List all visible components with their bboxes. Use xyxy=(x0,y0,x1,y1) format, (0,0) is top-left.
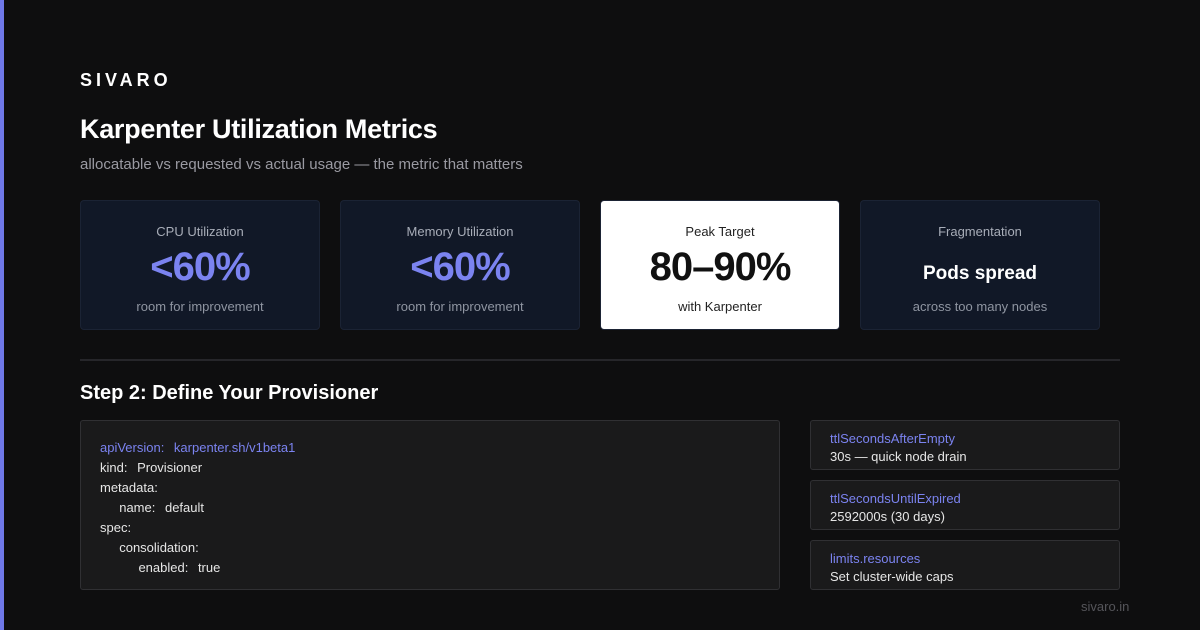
setting-key: ttlSecondsAfterEmpty xyxy=(830,431,955,446)
code-line: consolidation: xyxy=(100,540,199,555)
setting-item: limits.resources Set cluster-wide caps xyxy=(810,540,1120,590)
setting-desc: Set cluster-wide caps xyxy=(830,569,954,584)
card-value: <60% xyxy=(410,245,510,289)
setting-item: ttlSecondsUntilExpired 2592000s (30 days) xyxy=(810,480,1120,530)
card-note: room for improvement xyxy=(136,299,264,314)
setting-key: limits.resources xyxy=(830,551,921,566)
code-line: apiVersion: karpenter.sh/v1beta1 xyxy=(100,440,296,455)
code-block: apiVersion: karpenter.sh/v1beta1 kind: Pr… xyxy=(80,420,780,590)
code-line: name: default xyxy=(100,500,204,515)
footer: sivaro.in xyxy=(1081,599,1130,614)
setting-key: ttlSecondsUntilExpired xyxy=(830,491,961,506)
metric-cards: CPU Utilization <60% room for improvement M… xyxy=(80,200,1100,330)
title: Karpenter Utilization Metrics xyxy=(80,114,438,144)
card-label: Fragmentation xyxy=(938,224,1022,239)
brand: SIVARO xyxy=(80,70,172,90)
metric-card: Peak Target 80–90% with Karpenter xyxy=(600,200,840,330)
card-label: CPU Utilization xyxy=(156,224,244,239)
section-title: Step 2: Define Your Provisioner xyxy=(80,382,379,404)
code-line: kind: Provisioner xyxy=(100,460,203,475)
card-label: Peak Target xyxy=(685,224,755,239)
card-value: <60% xyxy=(150,245,250,289)
card-note: with Karpenter xyxy=(678,299,762,314)
settings-list: ttlSecondsAfterEmpty 30s — quick node dra… xyxy=(810,420,1120,600)
subtitle: allocatable vs requested vs actual usage… xyxy=(80,156,523,173)
card-label: Memory Utilization xyxy=(406,224,514,239)
setting-desc: 2592000s (30 days) xyxy=(830,509,945,524)
divider xyxy=(80,359,1120,361)
card-note: room for improvement xyxy=(396,299,524,314)
card-value: Pods spread xyxy=(922,263,1038,284)
card-note: across too many nodes xyxy=(912,299,1048,314)
code-line: metadata: xyxy=(100,480,158,495)
setting-desc: 30s — quick node drain xyxy=(830,449,967,464)
code-line: spec: xyxy=(100,520,132,535)
accent-bar xyxy=(0,0,4,630)
card-value: 80–90% xyxy=(649,245,792,289)
metric-card: Memory Utilization <60% room for improveme… xyxy=(340,200,580,330)
metric-card: Fragmentation Pods spread across too many … xyxy=(860,200,1100,330)
setting-item: ttlSecondsAfterEmpty 30s — quick node dra… xyxy=(810,420,1120,470)
metric-card: CPU Utilization <60% room for improvement xyxy=(80,200,320,330)
code-line: enabled: true xyxy=(100,560,221,575)
